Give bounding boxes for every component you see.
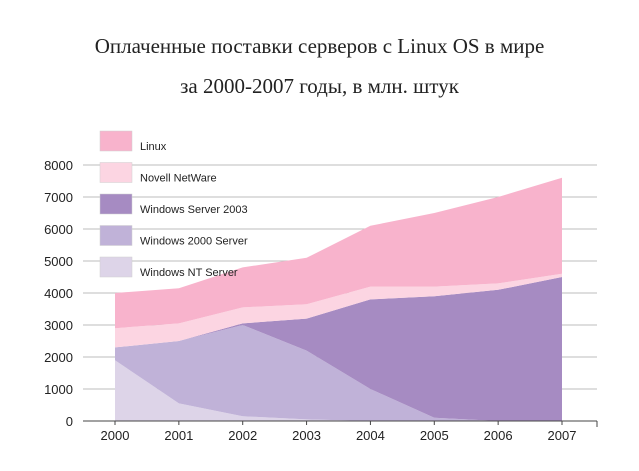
legend-item-windows-nt-server: Windows NT Server [99, 256, 238, 279]
legend-item-windows-2000-server: Windows 2000 Server [99, 225, 248, 248]
legend-label: Windows Server 2003 [140, 204, 248, 216]
y-tick-label: 7000 [44, 190, 73, 205]
chart-title-line-2: за 2000-2007 годы, в млн. штук [180, 74, 459, 98]
x-axis-ticks: 2000 2001 2002 2003 2004 2005 2006 2007 [101, 421, 577, 443]
area-windows-nt-server [115, 360, 562, 421]
x-tick-label: 2002 [228, 428, 257, 443]
chart-title-line-1: Оплаченные поставки серверов с Linux OS … [94, 34, 545, 58]
x-tick-label: 2005 [420, 428, 449, 443]
area-linux [115, 177, 562, 329]
x-tick-label: 2003 [292, 428, 321, 443]
y-tick-label: 4000 [44, 286, 73, 301]
legend-swatch [99, 162, 133, 183]
legend-item-linux: Linux [99, 130, 167, 153]
y-axis-ticks: 0 1000 2000 3000 4000 5000 6000 7000 8000 [44, 158, 73, 429]
axes [83, 420, 598, 427]
area-windows-server-2003 [115, 277, 562, 421]
legend: Linux Novell NetWare Windows Server 2003 Wi… [99, 130, 248, 279]
x-tick-label: 2007 [548, 428, 577, 443]
y-tick-label: 1000 [44, 382, 73, 397]
legend-item-novell-netware: Novell NetWare [99, 162, 217, 185]
legend-swatch [99, 225, 133, 246]
x-tick-label: 2006 [484, 428, 513, 443]
area-novell-netware [115, 273, 562, 348]
legend-swatch [99, 193, 133, 215]
y-tick-label: 2000 [44, 350, 73, 365]
legend-label: Novell NetWare [140, 173, 217, 185]
legend-label: Linux [140, 141, 167, 153]
y-tick-label: 6000 [44, 222, 73, 237]
y-tick-label: 5000 [44, 254, 73, 269]
x-tick-label: 2000 [101, 428, 130, 443]
area-series [115, 177, 562, 421]
y-tick-label: 8000 [44, 158, 73, 173]
legend-swatch [99, 256, 133, 278]
x-tick-label: 2004 [356, 428, 385, 443]
legend-swatch [99, 130, 133, 152]
legend-item-windows-server-2003: Windows Server 2003 [99, 193, 248, 216]
legend-label: Windows 2000 Server [140, 236, 248, 248]
y-tick-label: 3000 [44, 318, 73, 333]
area-windows-2000-server [115, 325, 562, 421]
y-tick-label: 0 [66, 414, 73, 429]
legend-label: Windows NT Server [140, 267, 238, 279]
x-tick-label: 2001 [164, 428, 193, 443]
